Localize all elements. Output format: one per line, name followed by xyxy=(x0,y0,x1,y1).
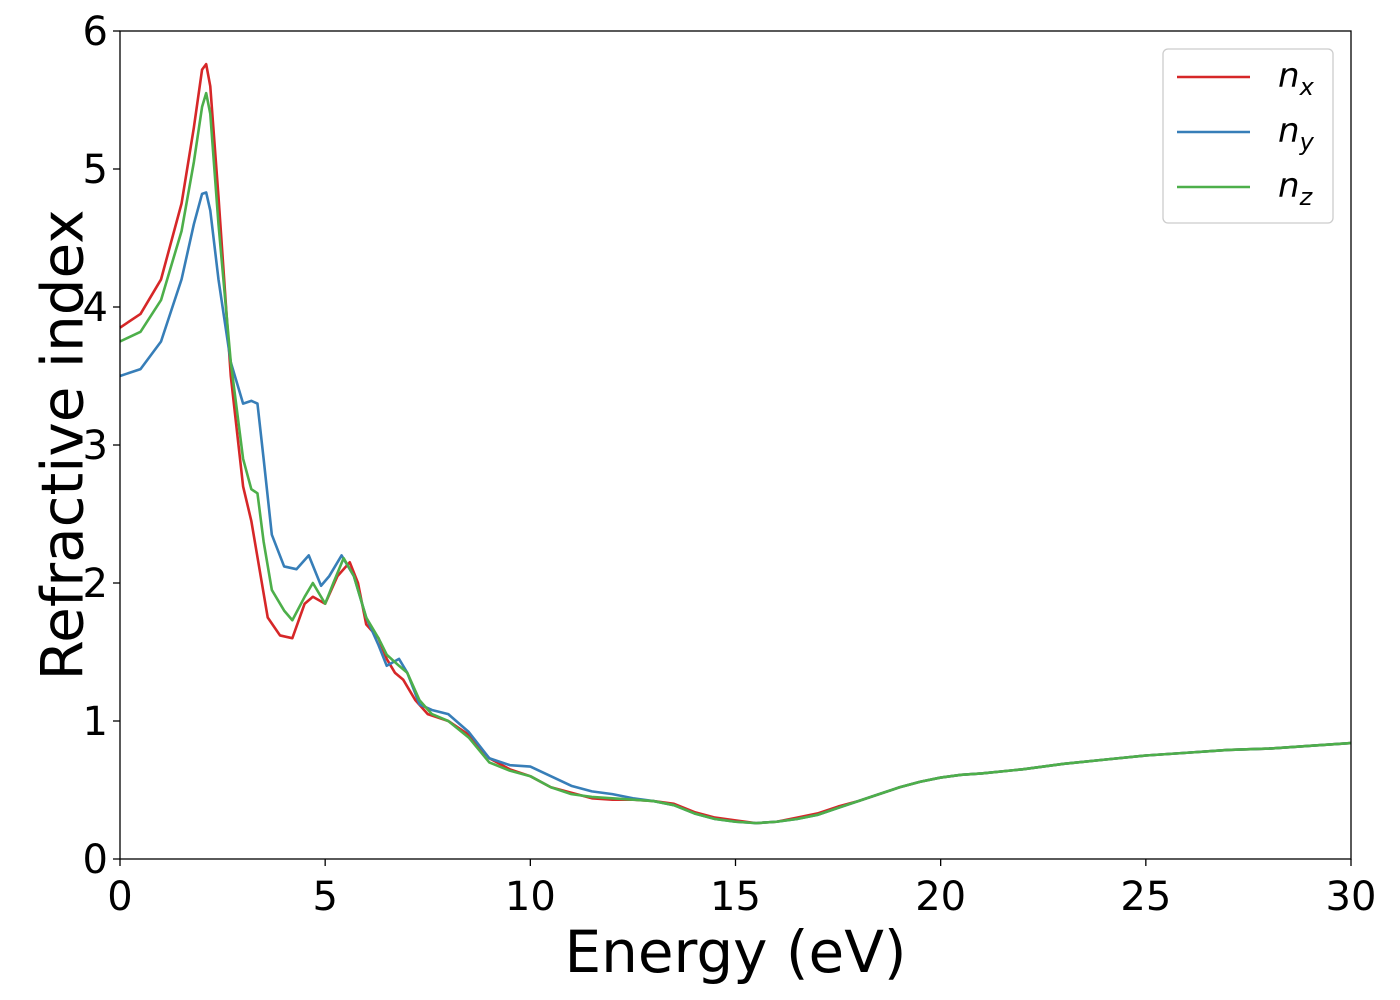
x-tick-label: 5 xyxy=(312,874,337,920)
y-tick-label: 0 xyxy=(83,837,108,883)
x-tick-label: 15 xyxy=(710,874,761,920)
y-tick-label: 3 xyxy=(83,423,108,469)
ticks-layer: 0 5 10 15 20 25 30 0 1 2 3 4 5 6 xyxy=(83,9,1377,920)
x-tick-label: 0 xyxy=(107,874,132,920)
x-tick-label: 30 xyxy=(1326,874,1377,920)
y-axis-label: Refractive index xyxy=(28,209,96,680)
x-tick-label: 10 xyxy=(505,874,556,920)
y-tick-label: 5 xyxy=(83,147,108,193)
x-tick-label: 20 xyxy=(915,874,966,920)
series-layer xyxy=(119,62,1352,825)
series-line-nz xyxy=(119,91,1352,825)
x-axis-label: Energy (eV) xyxy=(564,918,906,986)
y-tick-label: 6 xyxy=(83,9,108,55)
y-tick-label: 2 xyxy=(83,561,108,607)
legend-box xyxy=(1162,48,1334,224)
x-tick-label: 25 xyxy=(1120,874,1171,920)
y-tick-label: 1 xyxy=(83,699,108,745)
y-tick-label: 4 xyxy=(83,285,108,331)
series-line-ny xyxy=(119,191,1352,825)
